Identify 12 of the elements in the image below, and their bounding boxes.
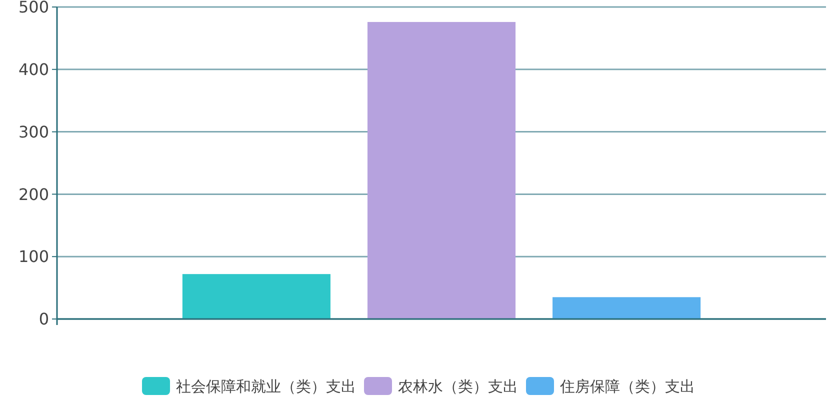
y-tick-label: 200 xyxy=(18,184,49,204)
y-tick-label: 400 xyxy=(18,60,49,79)
y-tick-label: 300 xyxy=(18,122,49,142)
legend-label: 农林水（类）支出 xyxy=(398,377,518,396)
y-tick-label: 500 xyxy=(18,0,49,17)
legend-label: 社会保障和就业（类）支出 xyxy=(176,377,356,396)
bar xyxy=(552,297,701,319)
legend-label: 住房保障（类）支出 xyxy=(559,377,695,396)
y-tick-label: 0 xyxy=(38,310,49,329)
bar xyxy=(182,274,330,319)
bar xyxy=(367,22,516,319)
y-tick-label: 100 xyxy=(18,247,49,266)
